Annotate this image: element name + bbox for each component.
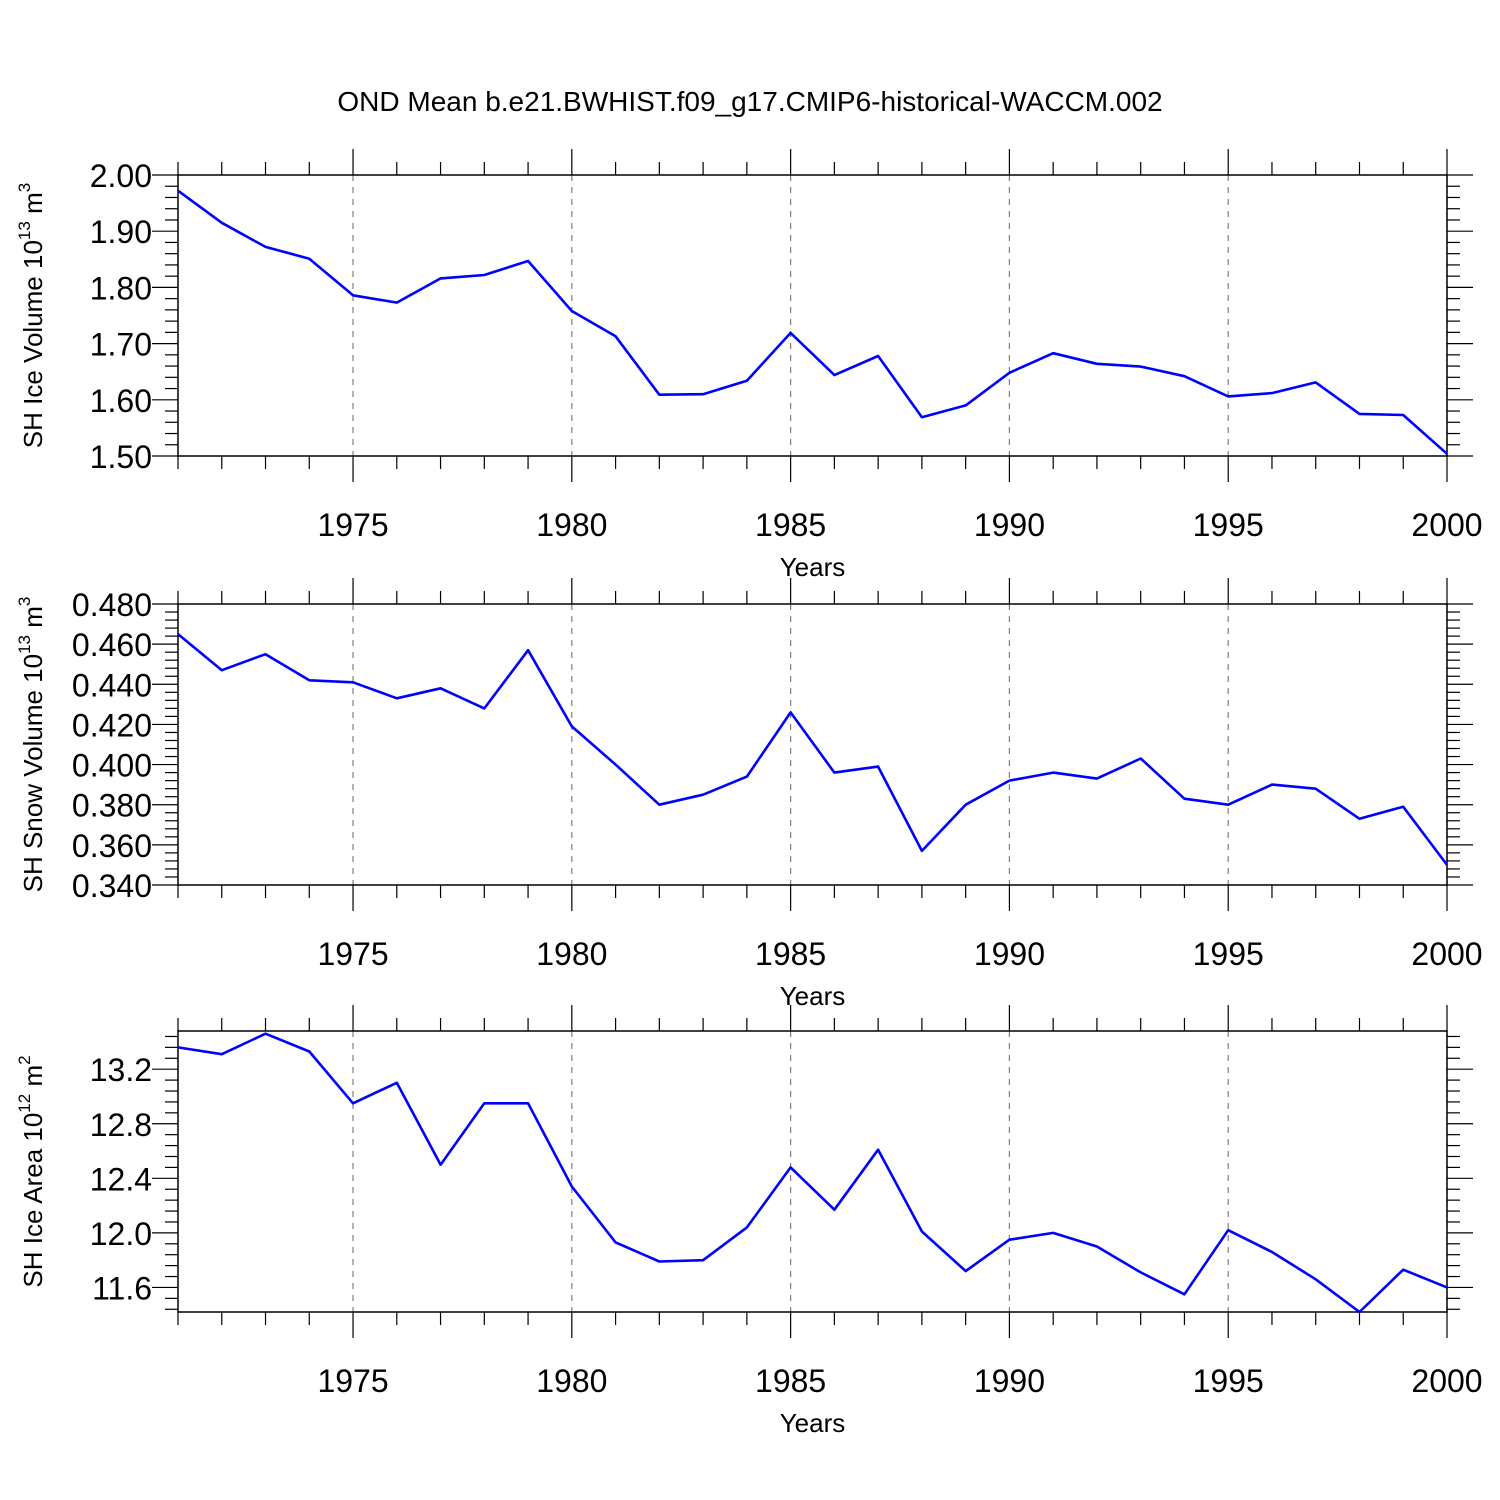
- x-tick-label: 1990: [974, 507, 1045, 543]
- plot-frame: [177, 1030, 1448, 1313]
- y-tick-label: 0.460: [72, 627, 152, 663]
- y-axis-title-text: SH Snow Volume 10: [18, 654, 48, 892]
- x-axis-title: Years: [780, 1408, 846, 1438]
- x-tick-label: 1975: [317, 507, 388, 543]
- panel-1: 1975 1980 1985 1990 1995 2000 1.50 1.60 1.70 1.80…: [15, 149, 1483, 582]
- x-tick-label: 2000: [1411, 936, 1482, 972]
- y-axis-title-unit-exponent: 2: [15, 1055, 34, 1064]
- y-tick-label: 12.4: [90, 1161, 152, 1197]
- y-tick-label: 0.480: [72, 587, 152, 623]
- x-tick-label: 1990: [974, 936, 1045, 972]
- y-tick-label: 1.60: [90, 383, 152, 419]
- x-tick-label: 1980: [536, 507, 607, 543]
- x-tick-label: 1985: [755, 936, 826, 972]
- x-axis-title: Years: [780, 552, 846, 582]
- y-tick-label: 11.6: [92, 1270, 152, 1306]
- y-tick-label: 0.400: [72, 748, 152, 784]
- chart-title: OND Mean b.e21.BWHIST.f09_g17.CMIP6-hist…: [337, 86, 1162, 117]
- x-tick-label: 1975: [317, 936, 388, 972]
- x-tick-label: 1990: [974, 1363, 1045, 1399]
- y-tick-label: 1.80: [90, 270, 152, 306]
- panel-2: 1975 1980 1985 1990 1995 2000 0.340 0.360 0.380 0…: [15, 578, 1483, 1011]
- x-tick-label: 1995: [1193, 936, 1264, 972]
- y-tick-label: 1.70: [90, 327, 152, 363]
- y-tick-label: 12.8: [90, 1107, 152, 1143]
- y-tick-label: 0.380: [72, 788, 152, 824]
- y-tick-label: 12.0: [90, 1216, 152, 1252]
- y-tick-label: 0.420: [72, 707, 152, 743]
- y-axis-title-exponent: 12: [15, 1094, 34, 1113]
- y-tick-label: 1.90: [90, 214, 152, 250]
- x-tick-label: 1995: [1193, 507, 1264, 543]
- x-tick-label: 2000: [1411, 507, 1482, 543]
- y-axis-title: SH Ice Area 1012 m2: [15, 1055, 48, 1287]
- y-tick-label: 0.440: [72, 667, 152, 703]
- x-tick-label: 1985: [755, 507, 826, 543]
- x-tick-label: 1995: [1193, 1363, 1264, 1399]
- y-axis-title-text: SH Ice Volume 10: [18, 240, 48, 448]
- y-axis-title-exponent: 13: [15, 635, 34, 654]
- plot-frame: [177, 174, 1448, 457]
- y-axis-title-unit: m: [18, 192, 48, 221]
- y-axis-title-text: SH Ice Area 10: [18, 1113, 48, 1288]
- series-line: [177, 633, 1449, 866]
- y-tick-label: 2.00: [90, 158, 152, 194]
- y-axis-title: SH Ice Volume 1013 m3: [15, 183, 48, 448]
- series-line: [177, 1032, 1448, 1314]
- y-tick-label: 0.340: [72, 868, 152, 904]
- y-axis-title-unit-exponent: 3: [15, 597, 34, 606]
- panels: 1975 1980 1985 1990 1995 2000 1.50 1.60 1.70 1.80…: [15, 149, 1483, 1438]
- y-axis-title-exponent: 13: [15, 221, 34, 240]
- series-line: [177, 189, 1448, 455]
- x-tick-label: 2000: [1411, 1363, 1482, 1399]
- y-axis-title-unit: m: [18, 606, 48, 635]
- y-tick-label: 1.50: [90, 439, 152, 475]
- x-tick-label: 1980: [536, 936, 607, 972]
- plot-frame: [177, 603, 1448, 886]
- x-tick-label: 1975: [317, 1363, 388, 1399]
- y-axis-title-unit: m: [18, 1065, 48, 1094]
- x-tick-label: 1985: [755, 1363, 826, 1399]
- y-tick-label: 13.2: [90, 1052, 152, 1088]
- y-axis-title-unit-exponent: 3: [15, 183, 34, 192]
- y-axis-title: SH Snow Volume 1013 m3: [15, 597, 48, 893]
- y-tick-label: 0.360: [72, 828, 152, 864]
- panel-3: 1975 1980 1985 1990 1995 2000 11.6 12.0 12.4 12.8…: [15, 1005, 1483, 1438]
- x-tick-label: 1980: [536, 1363, 607, 1399]
- x-axis-title: Years: [780, 981, 846, 1011]
